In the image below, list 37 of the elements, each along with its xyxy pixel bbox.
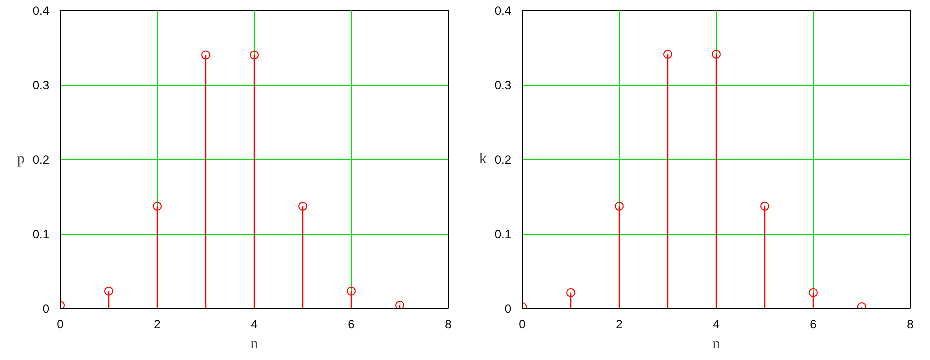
x-tick-label: 8 <box>907 318 914 332</box>
point <box>566 288 576 298</box>
point <box>153 202 162 211</box>
point <box>396 301 404 308</box>
y-axis-title: k <box>479 152 488 168</box>
point <box>347 286 356 296</box>
y-tick-label: 0.2 <box>494 153 512 167</box>
x-tick-label: 6 <box>810 318 818 332</box>
x-tick-label: 0 <box>519 318 526 332</box>
y-tick-label: 0.2 <box>32 153 50 167</box>
x-tick-label: 4 <box>251 318 258 332</box>
x-tick-label: 0 <box>57 318 64 332</box>
point <box>250 50 259 60</box>
x-tick-label: 2 <box>616 318 624 332</box>
point <box>104 286 114 296</box>
y-tick-label: 0.1 <box>494 228 512 242</box>
y-tick-label: 0.3 <box>32 78 50 92</box>
point <box>615 202 624 211</box>
point <box>298 202 308 211</box>
x-tick-label: 2 <box>154 318 162 332</box>
x-tick-label: 6 <box>348 318 356 332</box>
y-axis-title: p <box>17 152 25 168</box>
y-tick-label: 0 <box>42 302 50 316</box>
y-tick-label: 0.3 <box>494 78 512 92</box>
x-axis-title: n <box>712 336 721 352</box>
point <box>809 288 818 298</box>
y-tick-label: 0 <box>504 302 512 316</box>
point <box>712 50 721 59</box>
y-tick-label: 0.1 <box>32 228 50 242</box>
point <box>664 50 672 59</box>
y-tick-label: 0.4 <box>32 4 50 18</box>
x-axis-title: n <box>250 336 259 352</box>
x-tick-label: 4 <box>713 318 720 332</box>
y-tick-label: 0.4 <box>494 4 512 18</box>
x-tick-label: 8 <box>445 318 452 332</box>
point <box>202 50 210 60</box>
point <box>760 202 770 211</box>
